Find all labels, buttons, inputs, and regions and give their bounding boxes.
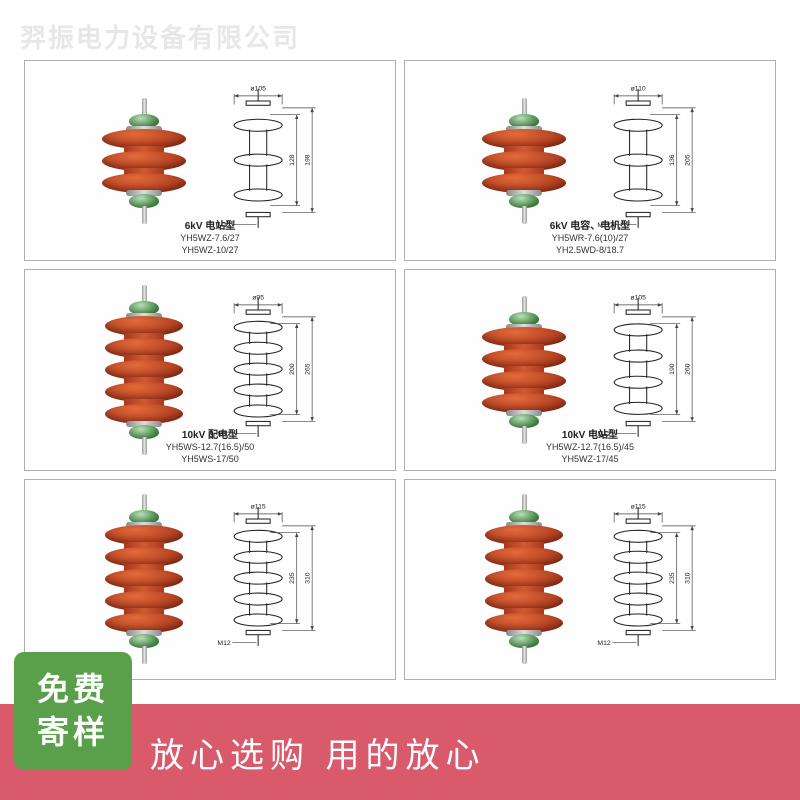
dimension-diagram: ø105128198M12: [211, 81, 331, 241]
svg-text:265: 265: [305, 363, 312, 375]
product-cell: ø105128198M126kV 电站型YH5WZ-7.6/27YH5WZ-10…: [24, 60, 396, 261]
product-cell: ø115 235 310 M12: [24, 479, 396, 680]
product-models: YH5WZ-12.7(16.5)/45YH5WZ-17/45: [405, 442, 775, 465]
svg-text:ø115: ø115: [631, 504, 646, 511]
product-cell: ø115 235 310 M12: [404, 479, 776, 680]
svg-text:ø105: ø105: [630, 295, 646, 302]
svg-text:ø95: ø95: [252, 295, 264, 302]
product-catalog: ø105 128 198 M12 6kV 电站型YH5WZ-7.6/27YH5WZ-10…: [24, 60, 776, 680]
product-models: YH5WZ-7.6/27YH5WZ-10/27: [25, 233, 395, 256]
banner-text: 放心选购 用的放心: [150, 728, 485, 777]
svg-text:310: 310: [305, 573, 312, 585]
company-watermark: 羿振电力设备有限公司: [20, 18, 300, 55]
svg-text:ø110: ø110: [631, 85, 646, 92]
svg-text:235: 235: [669, 573, 676, 585]
svg-text:310: 310: [685, 573, 692, 585]
svg-text:M12: M12: [217, 640, 231, 647]
product-title: 6kV 电容、电机型: [405, 220, 775, 233]
dimension-diagram: ø115 235 310 M12: [591, 499, 711, 659]
dimension-diagram: ø110136205M12: [591, 81, 711, 241]
svg-text:128: 128: [289, 154, 296, 166]
badge-line2: 寄样: [37, 711, 109, 754]
svg-text:ø105: ø105: [250, 85, 266, 92]
svg-text:260: 260: [685, 363, 692, 375]
product-title: 10kV 电站型: [405, 429, 775, 442]
dimension-diagram: ø95200265M12: [211, 290, 331, 450]
svg-text:ø115: ø115: [251, 504, 266, 511]
product-photo: [469, 499, 579, 659]
arrester-photo: [102, 494, 186, 664]
arrester-photo: [482, 98, 566, 224]
product-cell: ø95200265M1210kV 配电型YH5WS-12.7(16.5)/50Y…: [24, 269, 396, 470]
svg-text:198: 198: [305, 154, 312, 166]
svg-text:200: 200: [289, 363, 296, 375]
badge-line1: 免费: [37, 668, 109, 711]
product-caption: 10kV 配电型YH5WS-12.7(16.5)/50YH5WS-17/50: [25, 429, 395, 465]
svg-text:M12: M12: [597, 640, 611, 647]
product-title: 10kV 配电型: [25, 429, 395, 442]
product-models: YH5WS-12.7(16.5)/50YH5WS-17/50: [25, 442, 395, 465]
catalog-row: ø105128198M126kV 电站型YH5WZ-7.6/27YH5WZ-10…: [24, 60, 776, 261]
catalog-row: ø115 235 310 M12 ø115 235 310 M12: [24, 479, 776, 680]
arrester-photo: [482, 296, 566, 444]
product-photo: [469, 81, 579, 241]
product-photo: [89, 290, 199, 450]
free-sample-badge: 免费 寄样: [14, 652, 132, 770]
dimension-diagram: ø115 235 310 M12: [211, 499, 331, 659]
product-photo: [89, 499, 199, 659]
arrester-photo: [482, 494, 566, 664]
svg-text:136: 136: [669, 154, 676, 166]
product-caption: 10kV 电站型YH5WZ-12.7(16.5)/45YH5WZ-17/45: [405, 429, 775, 465]
product-title: 6kV 电站型: [25, 220, 395, 233]
product-cell: ø105190260M1210kV 电站型YH5WZ-12.7(16.5)/45…: [404, 269, 776, 470]
svg-text:205: 205: [685, 154, 692, 166]
product-photo: [89, 81, 199, 241]
svg-text:235: 235: [289, 573, 296, 585]
arrester-photo: [102, 98, 186, 224]
product-caption: 6kV 电容、电机型YH5WR-7.6(10)/27YH2.5WD-8/18.7: [405, 220, 775, 256]
catalog-row: ø95200265M1210kV 配电型YH5WS-12.7(16.5)/50Y…: [24, 269, 776, 470]
svg-text:190: 190: [669, 363, 676, 375]
dimension-diagram: ø105190260M12: [591, 290, 711, 450]
product-photo: [469, 290, 579, 450]
product-models: YH5WR-7.6(10)/27YH2.5WD-8/18.7: [405, 233, 775, 256]
product-caption: 6kV 电站型YH5WZ-7.6/27YH5WZ-10/27: [25, 220, 395, 256]
product-cell: ø110136205M126kV 电容、电机型YH5WR-7.6(10)/27Y…: [404, 60, 776, 261]
